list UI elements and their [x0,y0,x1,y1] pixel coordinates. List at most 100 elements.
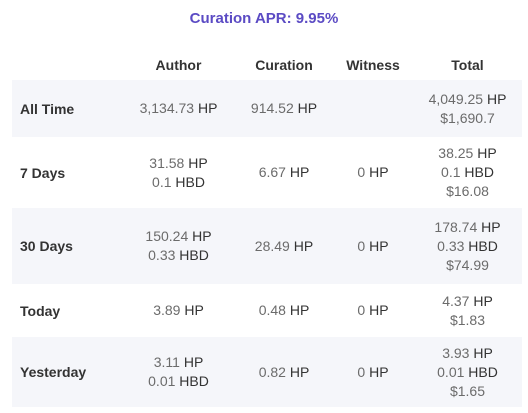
total-value: 0.1 HBD [413,163,522,182]
amount: $1.65 [449,382,486,399]
amount: 6.67 [258,164,286,180]
header-witness: Witness [346,57,400,73]
table-row: Yesterday 3.11 HP 0.01 HBD 0.82 HP 0 HP 3.93 … [12,337,522,407]
total-cell: 38.25 HP 0.1 HBD $16.08 [413,144,522,201]
curation-value: 6.67 HP [235,163,333,182]
currency-unit: HBD [175,173,205,190]
row-label: Today [20,302,61,319]
amount: 0.01 [437,363,465,380]
header-total: Total [451,57,484,73]
amount: 0.1 [152,173,172,190]
curation-cell: 28.49 HP [235,237,333,256]
total-value: $16.08 [413,182,522,201]
currency-unit: HBD [464,164,494,180]
row-label: 30 Days [20,238,73,254]
author-value: 31.58 HP [122,154,235,173]
amount: 150.24 [145,228,189,244]
amount: $16.08 [446,183,489,199]
witness-cell: 0 HP [333,301,413,320]
row-label: All Time [20,100,75,117]
currency-unit: HP [197,100,218,116]
amount: 28.49 [254,237,290,254]
amount: 0.01 [148,373,176,389]
amount: 0.33 [148,247,176,263]
total-value: $1.65 [413,382,522,401]
amount: 0.82 [258,363,286,380]
total-value: 178.74 HP [413,218,522,237]
total-cell: 178.74 HP 0.33 HBD $74.99 [413,218,522,275]
author-value: 0.1 HBD [122,173,235,192]
amount: 4,049.25 [428,90,484,107]
amount: $1.83 [449,311,486,328]
currency-unit: HP [477,145,497,161]
currency-unit: HP [289,363,310,380]
header-curation: Curation [255,57,313,73]
currency-unit: HP [369,237,389,254]
amount: $74.99 [446,256,489,273]
curation-value: 0.82 HP [235,363,333,382]
currency-unit: HP [481,218,501,235]
amount: 0.1 [441,164,461,180]
author-cell: 3,134.73 HP [122,99,235,118]
curation-apr-title: Curation APR: 9.95% [189,10,339,27]
table-row: 7 Days 31.58 HP 0.1 HBD 6.67 HP 0 HP 38.25 HP… [12,137,522,208]
total-value: 0.01 HBD [413,363,522,382]
amount: 0 [357,164,366,180]
total-value: 4,049.25 HP [413,90,522,109]
row-label: Yesterday [20,364,87,380]
curation-value: 28.49 HP [235,237,333,256]
author-value: 0.33 HBD [122,246,235,265]
witness-cell: 0 HP [333,163,413,182]
total-cell: 3.93 HP 0.01 HBD $1.65 [413,344,522,401]
currency-unit: HP [293,237,314,254]
amount: 3.89 [153,302,181,318]
currency-unit: HBD [179,247,209,263]
total-value: $1,690.7 [413,109,522,128]
witness-value: 0 HP [333,301,413,320]
curation-cell: 0.82 HP [235,363,333,382]
currency-unit: HP [297,100,318,116]
table-body: All Time 3,134.73 HP 914.52 HP 4,049.25 HP $… [12,80,522,407]
amount: $1,690.7 [440,109,495,126]
currency-unit: HP [289,164,310,180]
curation-value: 0.48 HP [235,301,333,320]
total-value: 3.93 HP [413,344,522,363]
author-cell: 31.58 HP 0.1 HBD [122,154,235,192]
amount: 38.25 [438,145,474,161]
curation-value: 914.52 HP [235,99,333,118]
total-value: $74.99 [413,256,522,275]
amount: 3.93 [442,344,470,361]
amount: 3.11 [153,354,180,370]
currency-unit: HP [486,90,507,107]
total-value: 0.33 HBD [413,237,522,256]
amount: 4.37 [442,292,470,309]
currency-unit: HP [184,302,204,318]
author-value: 3,134.73 HP [122,99,235,118]
currency-unit: HP [192,228,212,244]
amount: 914.52 [250,100,294,116]
amount: 0 [357,237,366,254]
total-cell: 4.37 HP $1.83 [413,292,522,330]
amount: 0 [357,363,366,380]
table-row: All Time 3,134.73 HP 914.52 HP 4,049.25 HP $… [12,80,522,137]
amount: 0 [357,302,366,318]
amount: 0.33 [437,237,465,254]
amount: 0.48 [258,302,286,318]
curation-cell: 0.48 HP [235,301,333,320]
witness-cell: 0 HP [333,363,413,382]
author-cell: 3.11 HP 0.01 HBD [122,353,235,391]
rewards-table: Author Curation Witness Total All Time 3,… [12,50,522,407]
author-value: 0.01 HBD [122,372,235,391]
currency-unit: HP [369,363,389,380]
author-value: 150.24 HP [122,227,235,246]
currency-unit: HP [369,164,389,180]
curation-cell: 6.67 HP [235,163,333,182]
currency-unit: HP [188,154,208,171]
table-row: Today 3.89 HP 0.48 HP 0 HP 4.37 HP $1.83 [12,284,522,337]
currency-unit: HP [473,344,493,361]
amount: 178.74 [434,218,478,235]
witness-value: 0 HP [333,163,413,182]
total-value: 38.25 HP [413,144,522,163]
witness-value: 0 HP [333,237,413,256]
currency-unit: HP [369,302,389,318]
